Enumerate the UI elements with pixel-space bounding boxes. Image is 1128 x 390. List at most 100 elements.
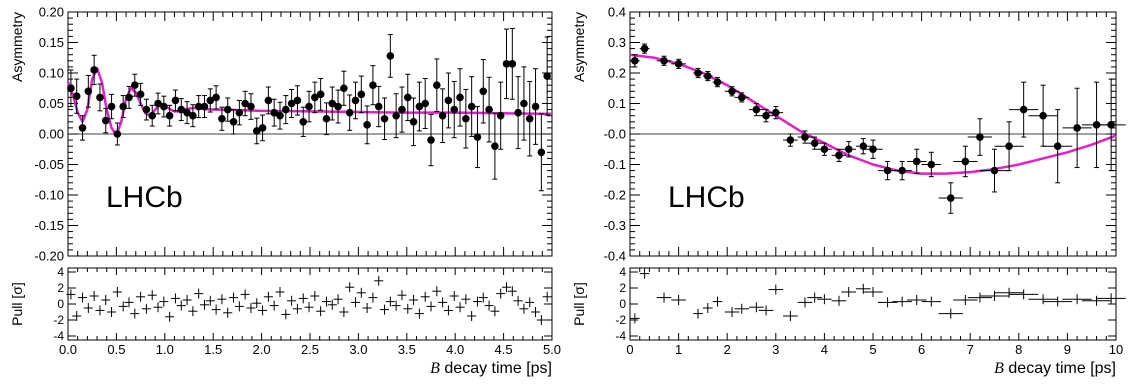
pull-marker [199, 299, 209, 310]
data-point [444, 72, 453, 129]
data-point [403, 73, 412, 122]
data-marker [218, 114, 226, 123]
y-tick-label: -0.1 [604, 157, 626, 172]
x-tick-label: 1.0 [156, 342, 174, 357]
pull-marker [797, 297, 813, 308]
pull-marker [1096, 293, 1126, 304]
data-marker [107, 102, 116, 111]
data-point [200, 95, 209, 119]
pull-marker [66, 289, 76, 300]
pull-marker [639, 268, 650, 279]
data-marker [264, 96, 273, 105]
data-marker [762, 111, 770, 120]
data-point [514, 76, 522, 150]
data-point [994, 121, 1024, 172]
pull-marker [391, 300, 401, 311]
data-point [305, 90, 313, 123]
data-marker [631, 57, 639, 65]
pull-tick-label: 2 [619, 281, 626, 295]
pull-marker [385, 296, 395, 307]
data-point [218, 106, 226, 131]
x-tick-label: 2 [724, 342, 731, 357]
data-marker [113, 130, 122, 138]
data-point [656, 55, 672, 66]
data-point [783, 133, 798, 147]
pull-marker [182, 295, 192, 305]
data-point [1028, 84, 1058, 147]
y-tick-label: 0.4 [608, 5, 626, 20]
pull-marker [749, 302, 764, 313]
data-marker [316, 90, 325, 99]
x-tick-label: 4 [821, 342, 828, 357]
data-marker [1019, 105, 1028, 114]
data-point [398, 86, 406, 133]
data-point [479, 59, 488, 124]
data-point [380, 97, 389, 140]
data-marker [340, 84, 348, 93]
data-point [1062, 87, 1092, 169]
data-marker [194, 102, 203, 111]
x-tick-label: 1.5 [204, 342, 222, 357]
data-marker [328, 99, 337, 108]
pull-marker [217, 294, 227, 305]
pull-marker [89, 291, 99, 301]
x-tick-label: 4.0 [446, 342, 464, 357]
data-point [136, 82, 145, 106]
data-point [96, 83, 104, 112]
data-point [206, 88, 215, 113]
data-marker [485, 105, 493, 114]
data-marker [67, 84, 75, 93]
data-point [639, 43, 650, 54]
pull-marker [536, 315, 546, 325]
pull-marker [693, 308, 703, 319]
pull-tick-label: 4 [57, 265, 64, 279]
data-marker [543, 72, 551, 80]
pull-tick-label: 4 [619, 265, 626, 279]
x-tick-label: 9 [1064, 342, 1071, 357]
data-marker [810, 139, 819, 147]
data-marker [946, 194, 955, 202]
x-tick-label: 3 [772, 342, 779, 357]
pull-marker [490, 306, 500, 317]
data-point [189, 104, 197, 128]
pull-marker [525, 297, 535, 308]
pull-marker [246, 303, 256, 313]
x-tick-label: 5 [869, 342, 876, 357]
data-marker [502, 60, 511, 68]
data-point [90, 54, 98, 86]
pull-marker [356, 287, 366, 298]
data-point [154, 92, 162, 115]
data-point [84, 74, 93, 108]
pull-marker [136, 291, 146, 302]
x-tick-label: 0.0 [59, 342, 77, 357]
data-point [148, 104, 157, 127]
data-point [892, 160, 912, 181]
data-point [322, 102, 331, 136]
pull-marker [443, 305, 453, 316]
pull-marker [188, 306, 198, 317]
lhcb-label: LHCb [106, 181, 183, 214]
pull-marker [130, 308, 140, 319]
pull-marker [101, 295, 111, 305]
x-tick-label: 6 [918, 342, 925, 357]
data-point [258, 114, 267, 142]
data-marker [392, 111, 400, 120]
y-tick-label: -0.3 [604, 218, 626, 233]
pull-marker [478, 292, 488, 303]
data-marker [299, 118, 308, 126]
data-marker [473, 133, 482, 141]
data-marker [90, 66, 98, 74]
data-point [491, 112, 499, 180]
pull-marker [656, 292, 672, 303]
data-point [374, 85, 383, 128]
pull-tick-label: 0 [57, 297, 64, 311]
data-marker [752, 105, 761, 114]
data-point [340, 70, 348, 106]
data-point [107, 93, 116, 120]
pull-marker [72, 311, 82, 321]
pull-marker [484, 300, 494, 311]
data-marker [334, 102, 342, 111]
data-marker [859, 142, 868, 150]
data-marker [927, 160, 936, 169]
pull-marker [269, 300, 279, 311]
